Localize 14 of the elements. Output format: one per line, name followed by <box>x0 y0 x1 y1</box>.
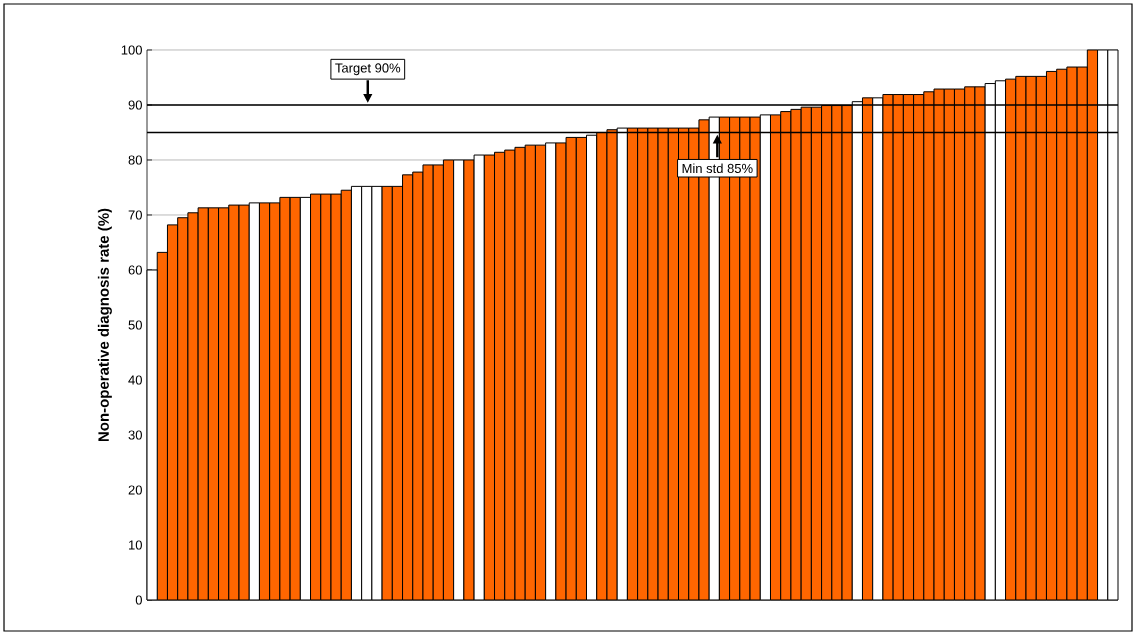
y-tick-label: 20 <box>128 485 142 495</box>
y-tick-label: 100 <box>121 45 142 55</box>
y-tick-label: 0 <box>135 595 142 605</box>
y-tick-label: 30 <box>128 430 142 440</box>
y-tick-label: 60 <box>128 265 142 275</box>
y-tick-label: 40 <box>128 375 142 385</box>
y-tick-label: 90 <box>128 100 142 110</box>
ref-line-label: Target 90% <box>335 63 401 76</box>
y-tick-label: 80 <box>128 155 142 165</box>
y-tick-label: 10 <box>129 540 142 550</box>
y-tick-label: 70 <box>128 210 142 220</box>
y-axis-title: Non-operative diagnosis rate (%) <box>97 208 112 442</box>
y-tick-label: 50 <box>128 320 142 330</box>
legend-label: Min std 85% <box>682 163 753 174</box>
